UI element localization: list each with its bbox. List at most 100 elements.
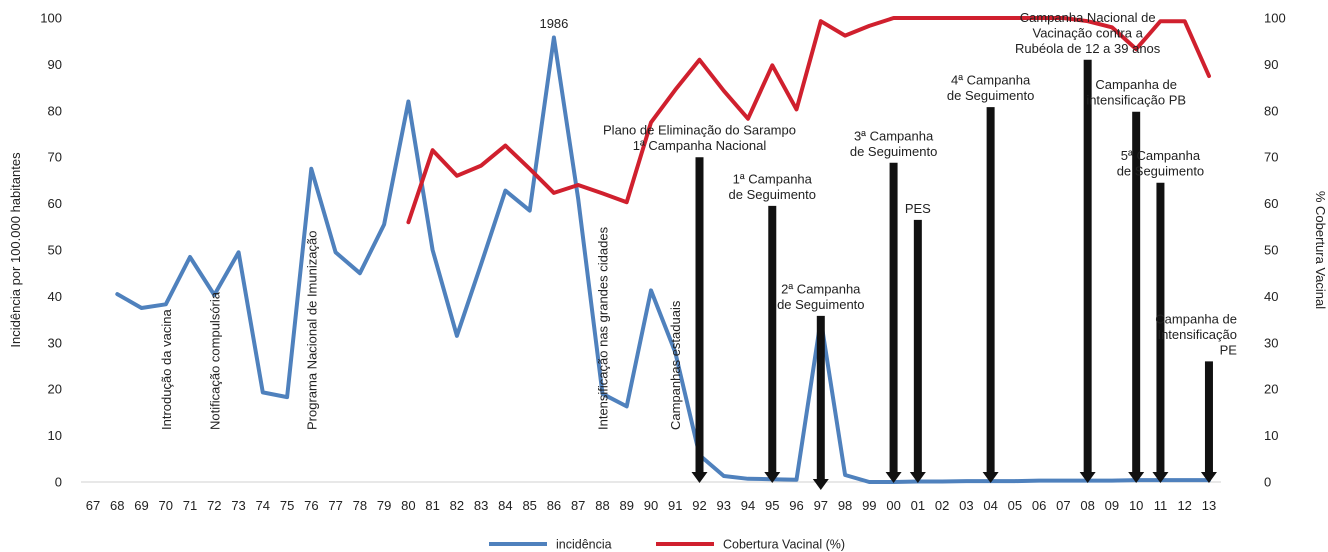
x-tick-label: 85	[522, 498, 536, 513]
x-tick-label: 06	[1032, 498, 1046, 513]
campaign-label-2-campanha: de Seguimento	[777, 297, 864, 312]
x-tick-label: 76	[304, 498, 318, 513]
x-tick-label: 89	[619, 498, 633, 513]
y-right-tick-label: 90	[1264, 57, 1278, 72]
campaign-arrow-head	[1200, 472, 1217, 483]
legend-label-cobertura: Cobertura Vacinal (%)	[723, 538, 845, 552]
campaign-arrow-head	[1152, 472, 1169, 483]
x-tick-label: 79	[377, 498, 391, 513]
x-tick-label: 78	[353, 498, 367, 513]
campaign-arrow-head	[1079, 472, 1096, 483]
x-tick-label: 73	[231, 498, 245, 513]
x-tick-label: 04	[983, 498, 997, 513]
x-tick-label: 77	[328, 498, 342, 513]
x-tick-label: 87	[571, 498, 585, 513]
axes-group: 67 68 69 70 71 72 73 74 75 76 77 78 79 80 81 82 83 84 85 86…	[8, 11, 1328, 514]
y-right-tick-label: 40	[1264, 289, 1278, 304]
incidence-series-line	[115, 35, 1211, 484]
x-tick-label: 99	[862, 498, 876, 513]
x-tick-label: 96	[789, 498, 803, 513]
x-tick-label: 02	[935, 498, 949, 513]
x-tick-label: 69	[134, 498, 148, 513]
annotation-campanhas-estaduais: Campanhas estaduais	[668, 300, 683, 430]
y-right-tick-label: 0	[1264, 475, 1271, 490]
x-tick-label: 00	[886, 498, 900, 513]
y-left-tick-label: 90	[48, 57, 62, 72]
x-tick-label: 09	[1105, 498, 1119, 513]
x-tick-label: 84	[498, 498, 512, 513]
annotation-introducao-da-vacina: Introdução da vacina	[159, 309, 174, 430]
x-tick-label: 93	[717, 498, 731, 513]
y-left-tick-label: 30	[48, 335, 62, 350]
y-right-axis-title: % Cobertura Vacinal	[1313, 191, 1328, 309]
y-left-tick-label: 0	[55, 475, 62, 490]
y-right-tick-label: 60	[1264, 196, 1278, 211]
x-tick-label: 81	[425, 498, 439, 513]
x-tick-label: 75	[280, 498, 294, 513]
campaign-label-campanha-de: PE	[1220, 342, 1238, 357]
annotation-programa-nacional-de-imunizacao: Programa Nacional de Imunização	[304, 231, 319, 430]
y-left-tick-label: 70	[48, 150, 62, 165]
x-tick-label: 94	[741, 498, 755, 513]
annotation-notificacao-compulsoria: Notificação compulsória	[207, 291, 222, 430]
y-left-tick-label: 60	[48, 196, 62, 211]
y-left-tick-label: 80	[48, 103, 62, 118]
x-tick-label: 13	[1202, 498, 1216, 513]
x-tick-label: 95	[765, 498, 779, 513]
campaign-label-plano-de-eliminacao-do-sarampo: Plano de Eliminação do Sarampo	[603, 123, 796, 138]
campaign-label-2-campanha: 2ª Campanha	[781, 281, 861, 296]
x-tick-label: 90	[644, 498, 658, 513]
campaign-label-pes: PES	[905, 201, 931, 216]
y-right-tick-label: 30	[1264, 335, 1278, 350]
campaign-label-campanha-de: Campanha de	[1095, 77, 1177, 92]
campaign-label-4-campanha: de Seguimento	[947, 88, 1034, 103]
campaign-label-5-campanha: de Seguimento	[1117, 164, 1204, 179]
campaign-label-4-campanha: 4ª Campanha	[951, 73, 1031, 88]
y-left-tick-label: 100	[40, 11, 62, 26]
x-tick-label: 80	[401, 498, 415, 513]
campaign-label-campanha-nacional-de: Rubéola de 12 a 39 anos	[1015, 41, 1161, 56]
x-tick-label: 01	[911, 498, 925, 513]
annotation-intensificacao-nas-grandes-cidades: Intensificação nas grandes cidades	[595, 226, 610, 430]
y-left-tick-label: 50	[48, 243, 62, 258]
x-tick-label: 11	[1154, 498, 1168, 513]
x-tick-label: 86	[547, 498, 561, 513]
campaign-label-campanha-nacional-de: Vacinação contra a	[1032, 25, 1143, 40]
campaign-label-5-campanha: 5ª Campanha	[1121, 148, 1201, 163]
series-group	[115, 16, 1211, 484]
x-tick-label: 08	[1080, 498, 1094, 513]
legend-group: incidência Cobertura Vacinal (%)	[489, 538, 845, 552]
campaign-label-1-campanha: 1ª Campanha	[733, 171, 813, 186]
y-right-tick-label: 70	[1264, 150, 1278, 165]
campaign-arrow-head	[764, 472, 781, 483]
campaign-label-plano-de-eliminacao-do-sarampo: 1ª Campanha Nacional	[633, 138, 767, 153]
campaign-label-campanha-nacional-de: Campanha Nacional de	[1020, 10, 1156, 25]
campaign-arrow-head	[982, 472, 999, 483]
x-tick-label: 67	[86, 498, 100, 513]
y-right-tick-label: 20	[1264, 382, 1278, 397]
y-right-tick-label: 80	[1264, 103, 1278, 118]
x-tick-label: 05	[1008, 498, 1022, 513]
x-tick-label: 97	[814, 498, 828, 513]
campaign-arrow-head	[909, 472, 926, 483]
y-left-tick-label: 10	[48, 428, 62, 443]
x-tick-label: 72	[207, 498, 221, 513]
y-left-tick-label: 20	[48, 382, 62, 397]
x-tick-label: 71	[183, 498, 197, 513]
x-tick-label: 92	[692, 498, 706, 513]
campaign-arrow-head	[885, 472, 902, 483]
x-tick-label: 82	[450, 498, 464, 513]
campaign-label-campanha-de: Campanha de	[1155, 311, 1237, 326]
y-left-axis-title: Incidência por 100.000 habitantes	[8, 152, 23, 348]
campaign-label-campanha-de: Intensificação	[1157, 327, 1237, 342]
x-tick-label: 10	[1129, 498, 1143, 513]
annotations-group: Introdução da vacina Notificação compulsó…	[159, 16, 683, 430]
campaign-label-campanha-de: intensificação PB	[1086, 93, 1186, 108]
campaign-arrow-head	[691, 472, 708, 483]
x-tick-label: 91	[668, 498, 682, 513]
x-tick-label: 07	[1056, 498, 1070, 513]
x-tick-label: 68	[110, 498, 124, 513]
